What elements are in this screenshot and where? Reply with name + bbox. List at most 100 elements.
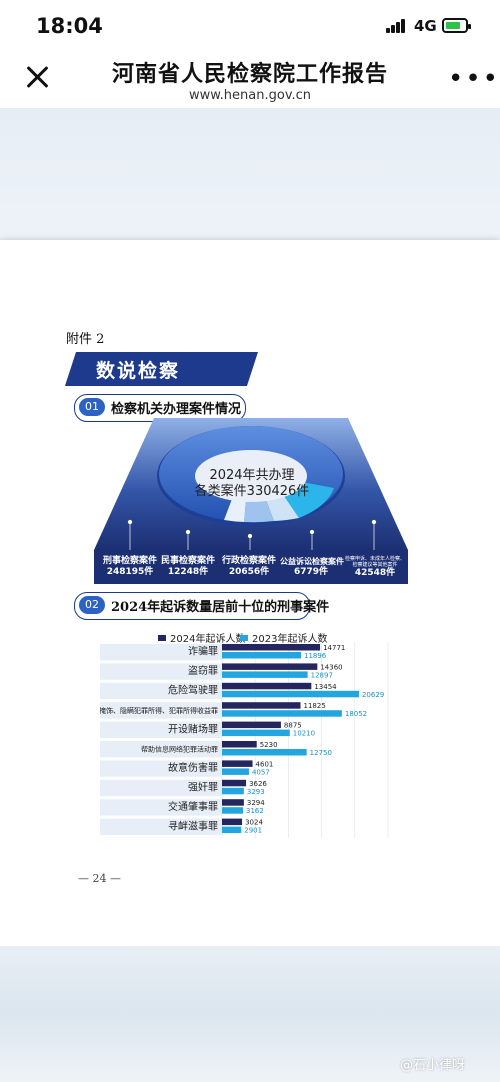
section-number: 01 (79, 398, 105, 416)
bar-2023 (222, 807, 243, 814)
bar-2023 (222, 749, 307, 756)
category-band (100, 663, 222, 680)
bar-2023 (222, 710, 342, 717)
bar-value-label: 11825 (304, 702, 326, 710)
category-label: 寻衅滋事罪 (168, 819, 218, 832)
section-header-1: 01 检察机关办理案件情况 (74, 394, 246, 422)
bar-value-label: 13454 (314, 683, 337, 691)
legend-item-2023: 2023年起诉人数 (240, 630, 327, 645)
bar-value-label: 3626 (249, 780, 267, 788)
background-bottom (0, 946, 500, 1082)
more-icon[interactable]: ••• (448, 64, 500, 94)
bar-value-label: 10210 (293, 730, 315, 738)
bar-2023 (222, 671, 308, 678)
bar-2024 (222, 741, 257, 748)
bar-2024 (222, 644, 321, 651)
bar-value-label: 3293 (247, 788, 265, 796)
legend-swatch (240, 635, 248, 641)
stat-label: 检察申诉、未成年人检察、检察建议等其他案件 (344, 556, 405, 568)
category-label: 盗窃罪 (188, 664, 218, 677)
stat-label: 民事检察案件 (160, 556, 215, 566)
category-label: 掩饰、隐瞒犯罪所得、犯罪所得收益罪 (100, 706, 218, 715)
stat-label: 行政检察案件 (221, 556, 276, 566)
status-bar: 18:04 4G (0, 0, 500, 52)
bar-2024 (222, 799, 244, 806)
bar-value-label: 2901 (244, 827, 262, 835)
bar-value-label: 8875 (284, 722, 302, 730)
bar-value-label: 3294 (247, 799, 265, 807)
stat-label: 公益诉讼检察案件 (280, 557, 344, 566)
stat-value: 6779件 (293, 567, 329, 577)
category-band (100, 741, 222, 758)
bar-2023 (222, 787, 244, 795)
watermark: @石小律呀 (400, 1058, 466, 1073)
category-label: 强奸罪 (188, 782, 218, 794)
bar-2024 (222, 721, 281, 729)
network-type: 4G (414, 17, 437, 35)
bar-2024 (222, 779, 247, 787)
info-bar (94, 550, 408, 584)
background-top (0, 108, 500, 240)
bar-2023 (222, 690, 359, 698)
stat-criminal: 刑事检察案件 248195件 (99, 556, 161, 578)
status-time: 18:04 (36, 14, 103, 38)
ring-center-line2: 各类案件330426件 (194, 484, 310, 499)
bar-value-label: 5230 (260, 741, 278, 749)
category-label: 故意伤害罪 (168, 761, 218, 774)
close-icon[interactable] (22, 62, 52, 92)
category-band (100, 644, 222, 661)
section-title: 2024年起诉数量居前十位的刑事案件 (111, 600, 330, 615)
bar-value-label: 14771 (323, 644, 345, 652)
bar-value-label: 12750 (310, 749, 332, 757)
stat-public-interest: 公益诉讼检察案件 6779件 (280, 556, 344, 578)
battery-icon (442, 18, 471, 33)
ring-segment-administrative (244, 500, 274, 523)
bar-2024 (222, 760, 253, 767)
ring-hole (195, 450, 307, 502)
cases-infographic (94, 418, 408, 584)
ring-center-line1: 2024年共办理 (209, 468, 295, 483)
page-number: — 24 — (78, 872, 121, 885)
bar-value-label: 11896 (304, 652, 327, 660)
category-band (100, 682, 222, 700)
bar-value-label: 12897 (311, 671, 333, 679)
ring-segment-civil (224, 499, 246, 522)
category-label: 交通肇事罪 (168, 800, 218, 813)
bar-value-label: 3162 (246, 807, 264, 815)
banner-title: 数说检察 (96, 360, 181, 382)
bar-2023 (222, 729, 290, 737)
legend-label: 2024年起诉人数 (170, 634, 246, 645)
category-band (100, 799, 222, 816)
section-title: 检察机关办理案件情况 (111, 402, 242, 417)
bar-value-label: 18052 (345, 710, 367, 718)
category-label: 开设赌场罪 (168, 722, 218, 735)
stat-value: 42548件 (354, 568, 396, 578)
stat-value: 248195件 (106, 567, 154, 577)
bar-2023 (222, 826, 242, 834)
bar-value-label: 20629 (362, 691, 384, 699)
category-label: 帮助信息网络犯罪活动罪 (141, 745, 218, 754)
section-header-2: 02 2024年起诉数量居前十位的刑事案件 (74, 592, 329, 620)
legend-label: 2023年起诉人数 (252, 634, 328, 645)
legend-swatch (158, 635, 166, 641)
attachment-label: 附件 2 (66, 332, 105, 347)
page-title: 河南省人民检察院工作报告 (111, 62, 388, 87)
bar-value-label: 4601 (256, 760, 274, 768)
bar-value-label: 4057 (252, 768, 270, 776)
category-band (100, 760, 222, 777)
bar-2024 (222, 818, 243, 826)
stat-civil: 民事检察案件 12248件 (157, 556, 219, 578)
bar-value-label: 3024 (245, 819, 263, 827)
signal-icon (386, 19, 408, 33)
stat-administrative: 行政检察案件 20656件 (218, 556, 280, 578)
category-band (100, 818, 222, 835)
category-label: 诈骗罪 (188, 645, 218, 658)
stat-other: 检察申诉、未成年人检察、检察建议等其他案件 42548件 (343, 556, 407, 579)
bar-2023 (222, 652, 301, 659)
nav-bar: 河南省人民检察院工作报告 www.henan.gov.cn ••• (0, 52, 500, 108)
bar-2024 (222, 702, 301, 709)
bar-value-label: 14360 (320, 663, 342, 671)
stat-label: 刑事检察案件 (102, 556, 157, 566)
category-band (100, 721, 222, 738)
